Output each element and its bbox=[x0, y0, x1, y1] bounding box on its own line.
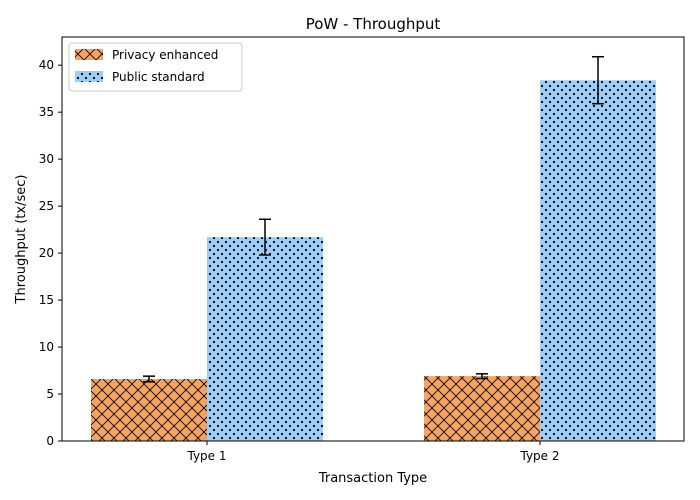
y-tick-label: 10 bbox=[39, 340, 54, 354]
x-tick-label: Type 1 bbox=[186, 449, 226, 463]
y-tick-label: 0 bbox=[46, 434, 54, 448]
y-tick-label: 25 bbox=[39, 199, 54, 213]
y-tick-label: 40 bbox=[39, 58, 54, 72]
y-tick-label: 30 bbox=[39, 152, 54, 166]
bar-hatch bbox=[91, 378, 207, 441]
y-tick-label: 15 bbox=[39, 293, 54, 307]
bar-hatch bbox=[540, 80, 656, 442]
legend-swatch-hatch bbox=[75, 49, 103, 60]
bar-hatch bbox=[424, 376, 540, 441]
bar-hatch bbox=[207, 237, 323, 441]
legend: Privacy enhanced Public standard bbox=[68, 42, 243, 92]
legend-label: Privacy enhanced bbox=[112, 48, 218, 62]
legend-label: Public standard bbox=[112, 70, 205, 84]
x-axis-label: Transaction Type bbox=[318, 471, 427, 486]
plot-frame bbox=[61, 36, 685, 442]
y-axis-label: Throughput (tx/sec) bbox=[14, 175, 29, 305]
legend-box bbox=[68, 42, 243, 92]
x-tick-label: Type 2 bbox=[519, 449, 559, 463]
y-axis: 0 5 10 15 20 25 30 35 40 bbox=[39, 58, 62, 448]
y-tick-label: 5 bbox=[46, 387, 54, 401]
error-bars-layer bbox=[143, 55, 604, 383]
y-tick-label: 35 bbox=[39, 105, 54, 119]
bars-layer bbox=[91, 80, 656, 442]
y-tick-label: 20 bbox=[39, 246, 54, 260]
legend-swatch-hatch bbox=[75, 71, 103, 82]
x-axis: Type 1 Type 2 bbox=[186, 441, 560, 463]
chart-title: PoW - Throughput bbox=[306, 15, 441, 33]
